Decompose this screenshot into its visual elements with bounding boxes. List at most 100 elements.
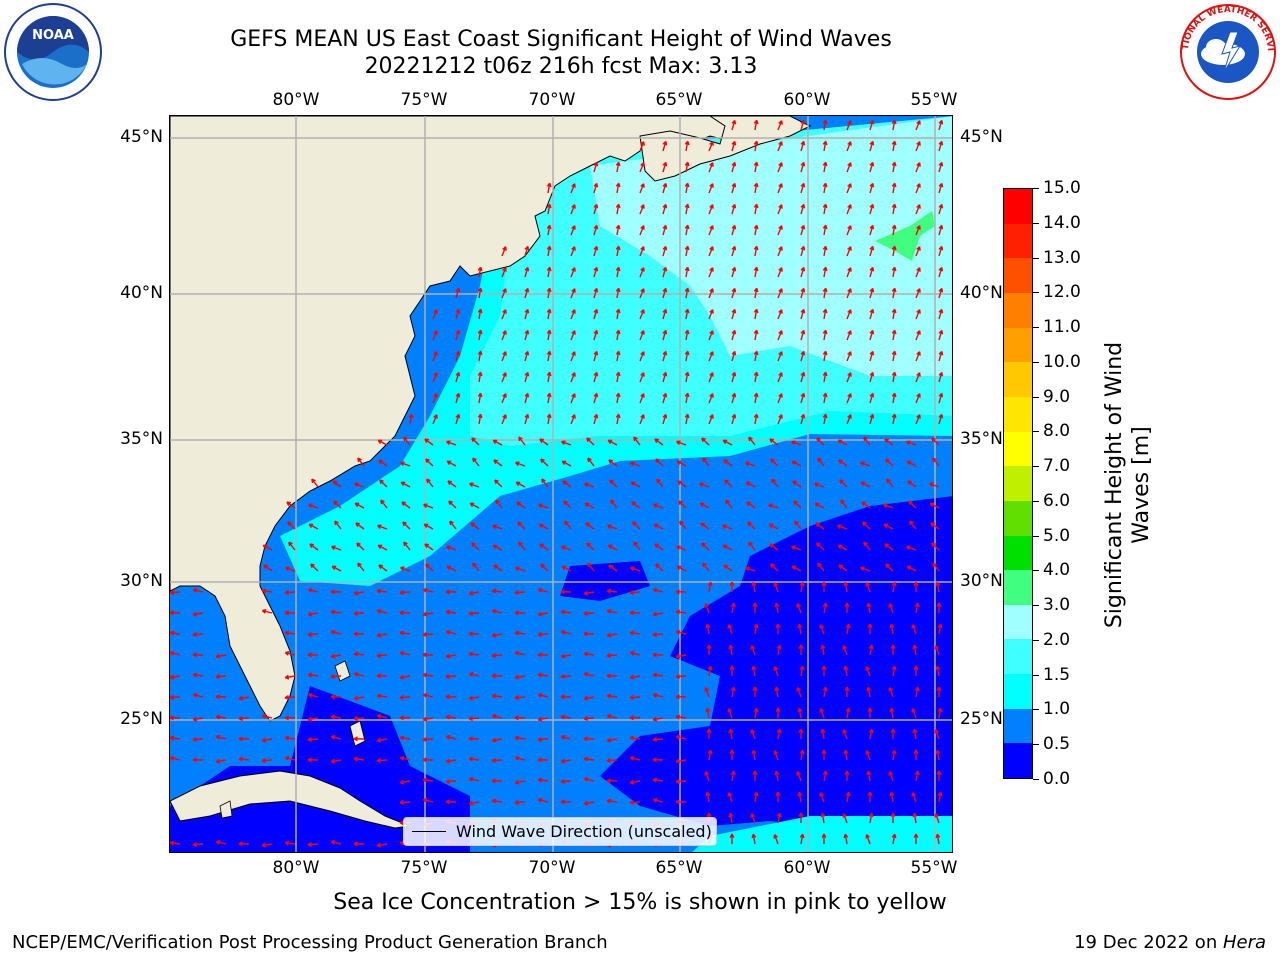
wind-wave-arrow (629, 589, 641, 595)
wind-wave-arrow (727, 624, 733, 635)
wind-wave-arrow (308, 523, 319, 530)
footer-date-text: 19 Dec 2022 on (1074, 932, 1223, 953)
wind-wave-arrow (353, 756, 365, 762)
wind-wave-arrow (751, 581, 757, 593)
lon-tick-top: 75°W (400, 90, 448, 110)
wind-wave-arrow (753, 308, 759, 320)
wind-wave-arrow (791, 460, 802, 467)
wind-wave-arrow (822, 602, 828, 614)
wind-wave-arrow (192, 693, 204, 698)
wind-wave-arrow (192, 652, 204, 658)
colorbar-segment (1004, 293, 1032, 328)
wind-wave-arrow (846, 372, 852, 383)
wind-wave-arrow (432, 414, 438, 425)
wind-wave-arrow (630, 566, 641, 572)
wind-wave-arrow (906, 565, 917, 572)
colorbar-tick-label: 10.0 (1033, 351, 1081, 372)
wind-wave-arrow (731, 266, 737, 278)
wind-wave-arrow (684, 266, 690, 278)
wind-wave-arrow (426, 478, 434, 488)
wind-wave-arrow (777, 372, 783, 383)
wind-wave-arrow (800, 266, 806, 278)
wind-wave-arrow (731, 413, 737, 425)
wind-wave-arrow (913, 749, 919, 760)
wind-wave-arrow (501, 414, 507, 425)
wind-wave-arrow (727, 792, 733, 803)
wind-wave-arrow (800, 203, 806, 215)
wind-wave-arrow (538, 523, 549, 530)
wind-wave-arrow (745, 566, 756, 572)
wind-wave-arrow (472, 457, 480, 467)
wind-wave-arrow (915, 393, 921, 404)
wind-wave-arrow (330, 694, 342, 700)
wind-wave-arrow (770, 563, 779, 572)
wind-wave-arrow (501, 393, 507, 404)
wind-wave-arrow (501, 309, 507, 320)
wind-wave-arrow (540, 563, 549, 572)
wind-wave-arrow (353, 631, 365, 637)
wind-wave-arrow (468, 672, 480, 677)
colorbar-tick-label: 0.0 (1032, 769, 1071, 789)
wind-wave-arrow (867, 791, 873, 802)
wind-wave-arrow (330, 609, 342, 615)
wind-wave-arrow (684, 245, 690, 257)
wind-wave-arrow (330, 840, 342, 845)
wind-wave-arrow (422, 798, 434, 803)
wind-wave-arrow (192, 757, 204, 763)
wind-wave-arrow (728, 812, 734, 824)
footer-date: 19 Dec 2022 on Hera (1074, 932, 1266, 953)
wind-wave-arrow (837, 544, 848, 551)
wind-wave-arrow (869, 308, 875, 320)
wind-wave-arrow (704, 603, 710, 614)
wind-wave-arrow (656, 478, 664, 488)
wind-wave-arrow (684, 161, 690, 173)
wind-wave-arrow (846, 246, 852, 257)
wind-wave-arrow (745, 481, 756, 488)
wind-wave-arrow (938, 350, 944, 362)
wind-wave-arrow (684, 308, 690, 320)
wind-wave-arrow (722, 524, 733, 530)
wind-wave-arrow (583, 631, 595, 637)
wind-wave-arrow (915, 309, 921, 320)
wind-wave-arrow (652, 611, 664, 617)
wind-wave-arrow (891, 371, 897, 383)
wind-wave-arrow (653, 523, 664, 530)
wind-wave-arrow (883, 503, 894, 509)
wind-wave-arrow (777, 351, 783, 362)
wind-wave-arrow (583, 800, 595, 806)
wind-wave-arrow (593, 245, 599, 257)
wind-wave-arrow (537, 716, 549, 722)
wind-wave-arrow (399, 735, 411, 741)
wind-wave-arrow (629, 694, 641, 700)
wind-wave-arrow (704, 687, 710, 698)
colorbar-segment (1004, 362, 1032, 397)
wind-wave-arrow (730, 770, 736, 782)
colorbar-segment (1004, 258, 1032, 294)
wind-wave-arrow (891, 287, 897, 299)
wind-wave-arrow (817, 562, 825, 572)
wind-wave-arrow (845, 623, 851, 635)
wind-wave-arrow (215, 714, 227, 720)
wave-band-0-0.5m-mid (560, 561, 650, 601)
wind-wave-arrow (655, 458, 664, 467)
wind-wave-arrow (675, 589, 687, 595)
wind-wave-arrow (891, 392, 897, 404)
wind-wave-arrow (675, 799, 687, 805)
wind-wave-arrow (446, 565, 457, 572)
wind-wave-arrow (170, 756, 181, 761)
wind-wave-arrow (777, 183, 783, 194)
colorbar-segment (1004, 708, 1032, 744)
wind-wave-arrow (885, 458, 894, 467)
wind-wave-arrow (425, 458, 434, 467)
wind-wave-arrow (606, 737, 618, 743)
wind-wave-arrow (170, 715, 181, 721)
wind-wave-arrow (843, 749, 849, 761)
wind-wave-arrow (524, 245, 530, 257)
wind-wave-arrow (843, 665, 849, 677)
wind-wave-arrow (630, 461, 641, 467)
wind-wave-arrow (753, 140, 759, 152)
wind-wave-arrow (706, 728, 712, 739)
wind-wave-arrow (891, 350, 897, 362)
wave-band-0-0.5m-gulf (170, 686, 470, 852)
wind-wave-arrow (684, 224, 690, 236)
